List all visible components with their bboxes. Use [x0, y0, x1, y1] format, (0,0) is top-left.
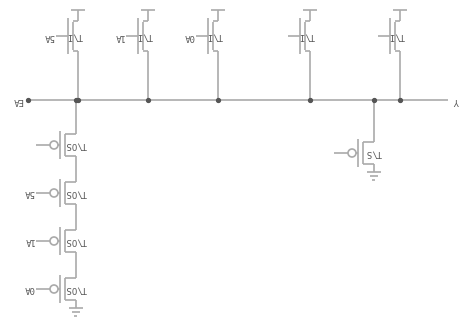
Text: 5A: 5A — [23, 188, 34, 198]
Text: 0A: 0A — [23, 285, 34, 294]
Text: T\I: T\I — [207, 31, 223, 40]
Text: EA: EA — [12, 96, 23, 105]
Text: T\OS: T\OS — [65, 237, 87, 246]
Text: T\I: T\I — [389, 31, 405, 40]
Text: T\S: T\S — [366, 149, 382, 158]
Text: Y: Y — [453, 96, 458, 105]
Text: T\OS: T\OS — [65, 188, 87, 198]
Text: T\I: T\I — [137, 31, 153, 40]
Text: 0A: 0A — [183, 31, 194, 40]
Text: T\OS: T\OS — [65, 140, 87, 150]
Text: 5A: 5A — [43, 31, 54, 40]
Text: T\I: T\I — [299, 31, 315, 40]
Text: 1A: 1A — [113, 31, 124, 40]
Text: T\I: T\I — [67, 31, 83, 40]
Text: 1A: 1A — [23, 237, 34, 246]
Text: T\OS: T\OS — [65, 285, 87, 294]
